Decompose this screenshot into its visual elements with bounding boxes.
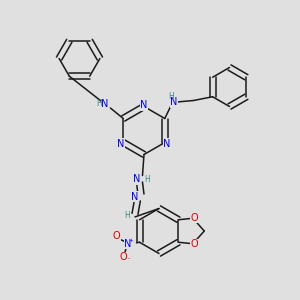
Text: ⁻: ⁻	[126, 257, 130, 263]
Text: H: H	[169, 92, 175, 101]
Text: +: +	[129, 238, 134, 243]
Text: N: N	[170, 97, 178, 107]
Text: N: N	[163, 139, 171, 149]
Text: N: N	[101, 98, 109, 109]
Text: O: O	[191, 239, 199, 249]
Text: N: N	[140, 100, 148, 110]
Text: O: O	[113, 231, 121, 241]
Text: H: H	[144, 175, 150, 184]
Text: N: N	[131, 191, 139, 202]
Text: H: H	[124, 211, 130, 220]
Text: H: H	[96, 99, 102, 108]
Text: N: N	[117, 139, 125, 149]
Text: N: N	[124, 239, 132, 249]
Text: O: O	[191, 213, 199, 223]
Text: O: O	[120, 252, 128, 262]
Text: N: N	[134, 174, 141, 184]
